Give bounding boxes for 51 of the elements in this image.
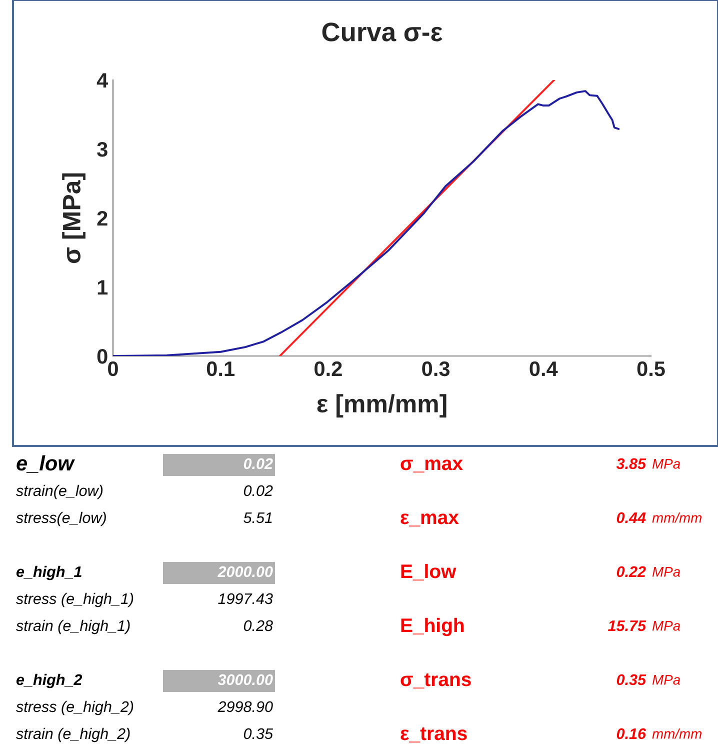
text: MPa — [652, 567, 680, 577]
x-axis-title: ε [mm/mm] — [317, 394, 446, 418]
y-tick-label: 4 — [96, 73, 108, 88]
text: stress (e_high_2) — [16, 700, 134, 716]
text: strain (e_high_1) — [16, 620, 130, 634]
text: E_low — [401, 564, 456, 580]
text: 0.22 — [616, 566, 646, 578]
text: E_high — [401, 618, 464, 636]
text: strain (e_high_2) — [16, 728, 130, 742]
y-tick-label: 0 — [97, 349, 108, 364]
text: 5.51 — [244, 512, 272, 524]
text: 0.35 — [616, 674, 646, 686]
text: 0.35 — [244, 728, 274, 740]
text: MPa — [652, 459, 680, 469]
text: σ_max — [400, 460, 463, 472]
x-tick-label: 0.3 — [422, 361, 450, 376]
text: 0.16 — [616, 728, 646, 740]
y-tick-label: 3 — [97, 142, 108, 157]
x-tick-label: 0 — [108, 361, 118, 376]
text: 3000.00 — [218, 674, 273, 686]
text: e_high_2 — [16, 674, 82, 688]
text: 0.28 — [244, 620, 273, 632]
text: σ_trans — [400, 673, 471, 688]
text: ε_max — [400, 514, 459, 526]
x-tick-label: 0.1 — [206, 361, 234, 376]
x-tick-label: 0.5 — [637, 361, 665, 376]
text: 2998.90 — [218, 701, 273, 712]
x-tick-label: 0.2 — [314, 361, 342, 376]
text: 0.02 — [244, 485, 273, 496]
text: mm/mm — [652, 512, 702, 523]
text: stress (e_high_1) — [16, 592, 134, 608]
text: 0.02 — [244, 458, 273, 470]
text: 3.85 — [616, 458, 646, 470]
text: e_high_1 — [16, 566, 82, 580]
x-tick-label: 0.4 — [530, 361, 558, 376]
text: 1997.43 — [218, 593, 273, 604]
y-tick-label: 2 — [97, 211, 108, 226]
text: mm/mm — [652, 728, 702, 739]
y-tick-label: 1 — [98, 280, 108, 295]
text: MPa — [652, 675, 680, 685]
text: stress(e_low) — [16, 512, 106, 526]
text: 2000.00 — [218, 566, 273, 578]
text: 0.44 — [616, 512, 646, 524]
text: 15.75 — [608, 620, 646, 632]
text: strain(e_low) — [16, 484, 103, 500]
chart-title: Curva σ-ε — [322, 22, 442, 42]
y-axis-title: σ [MPa] — [62, 173, 86, 264]
text: ε_trans — [400, 727, 467, 742]
text: e_low — [16, 455, 75, 473]
text: MPa — [652, 621, 680, 631]
line-series — [113, 90, 620, 356]
